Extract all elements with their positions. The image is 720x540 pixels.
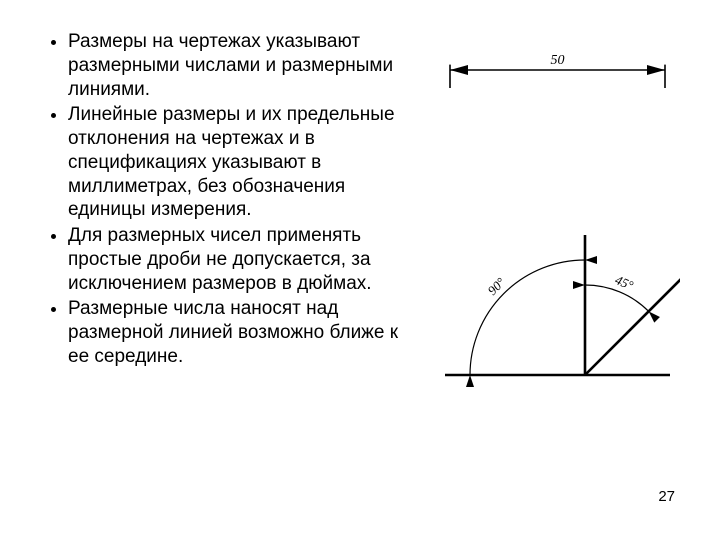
- svg-text:50: 50: [551, 53, 565, 68]
- content-row: Размеры на чертежах указывают размерными…: [40, 30, 680, 400]
- list-item: Размеры на чертежах указывают размерными…: [68, 30, 415, 101]
- svg-text:45°: 45°: [613, 272, 636, 293]
- list-item: Линейные размеры и их предельные отклоне…: [68, 103, 415, 222]
- angle-dimension-figure: 90° 45°: [435, 215, 680, 400]
- list-item: Размерные числа наносят над размерной ли…: [68, 297, 415, 368]
- bullet-list: Размеры на чертежах указывают размерными…: [40, 30, 415, 369]
- list-item: Для размерных чисел применять простые др…: [68, 224, 415, 295]
- linear-dimension-figure: 50: [435, 30, 680, 95]
- page-number: 27: [658, 488, 675, 505]
- figures-column: 50 90° 45°: [435, 30, 680, 400]
- svg-text:90°: 90°: [485, 275, 508, 298]
- text-column: Размеры на чертежах указывают размерными…: [40, 30, 415, 371]
- slide: Размеры на чертежах указывают размерными…: [0, 0, 720, 540]
